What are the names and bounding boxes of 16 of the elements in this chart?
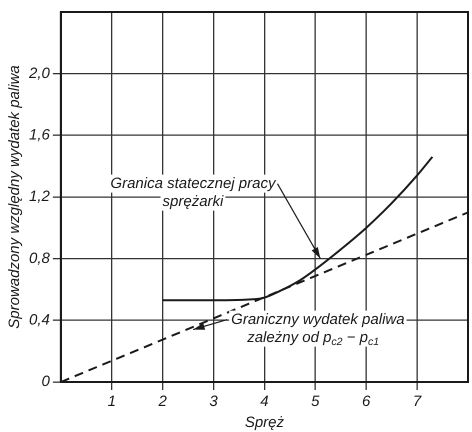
x-tick-label: 4 <box>260 393 269 410</box>
annotation: Granica statecznej pracy sprężarki <box>110 174 277 210</box>
x-tick-label: 5 <box>311 393 320 410</box>
y-tick-label: 2,0 <box>28 64 50 82</box>
y-tick-label: 1,6 <box>28 126 50 144</box>
x-tick-label: 6 <box>362 393 372 410</box>
y-tick-label: 0 <box>42 373 51 390</box>
y-axis-title: Sprowadzony względny wydatek paliwa <box>6 65 24 329</box>
x-tick-label: 1 <box>108 393 116 410</box>
x-tick-label: 3 <box>209 393 218 410</box>
y-tick-label: 1,2 <box>28 188 50 206</box>
x-tick-label: 2 <box>157 393 168 410</box>
y-tick-label: 0,8 <box>28 250 50 267</box>
x-axis-title: Spręż <box>244 414 285 432</box>
x-tick-label: 7 <box>412 393 422 410</box>
y-tick-label: 0,4 <box>28 312 50 329</box>
